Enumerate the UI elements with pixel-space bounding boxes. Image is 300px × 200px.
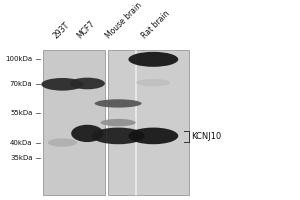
Text: 35kDa: 35kDa: [10, 155, 32, 161]
Ellipse shape: [128, 128, 178, 144]
Text: 100kDa: 100kDa: [5, 56, 32, 62]
Ellipse shape: [128, 52, 178, 67]
Ellipse shape: [48, 138, 77, 147]
Text: KCNJ10: KCNJ10: [191, 132, 222, 141]
Ellipse shape: [71, 125, 104, 142]
Text: 40kDa: 40kDa: [10, 140, 32, 146]
Text: Rat brain: Rat brain: [140, 9, 171, 40]
Bar: [108, 50, 188, 195]
Ellipse shape: [95, 99, 142, 108]
Text: Mouse brain: Mouse brain: [104, 0, 144, 40]
Text: MCF7: MCF7: [75, 19, 96, 40]
Text: 70kDa: 70kDa: [10, 81, 32, 87]
Ellipse shape: [70, 78, 105, 89]
Ellipse shape: [100, 119, 136, 126]
Ellipse shape: [136, 79, 170, 86]
Ellipse shape: [92, 128, 145, 144]
Text: 293T: 293T: [52, 20, 71, 40]
Bar: [43, 50, 105, 195]
Ellipse shape: [41, 78, 83, 91]
Text: 55kDa: 55kDa: [10, 110, 32, 116]
